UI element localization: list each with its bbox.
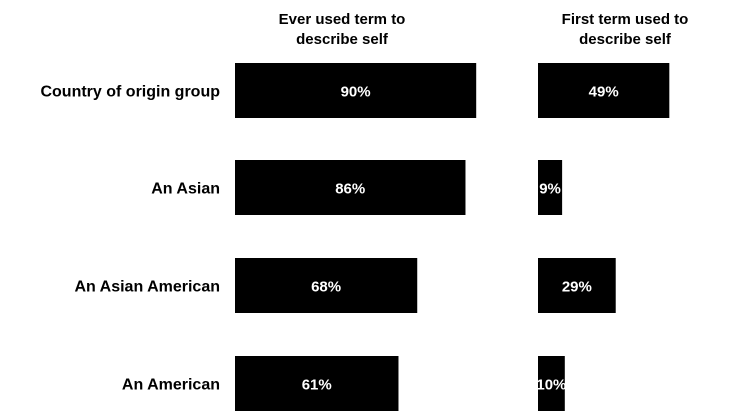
bar-label-ever-used-country-of-origin-group: 90% [341, 84, 371, 101]
bars [235, 63, 670, 411]
bar-ever-used-an-asian [235, 160, 466, 215]
category-label-an-american: An American [122, 377, 220, 394]
bar-ever-used-an-american [235, 356, 399, 411]
category-label-country-of-origin-group: Country of origin group [40, 84, 220, 101]
bar-ever-used-country-of-origin-group [235, 63, 477, 118]
bar-label-first-used-country-of-origin-group: 49% [589, 84, 619, 101]
column-title-first-line-2: describe self [579, 31, 672, 48]
bar-first-used-an-asian [538, 160, 563, 215]
column-title-first-line-1: First term used to [562, 11, 689, 28]
bar-first-used-an-asian-american [538, 258, 616, 313]
column-title-ever-line-2: describe self [296, 31, 389, 48]
bar-label-first-used-an-asian: 9% [539, 181, 561, 198]
category-labels: Country of origin group An Asian An Asian … [40, 84, 220, 394]
category-label-an-asian: An Asian [151, 181, 220, 198]
bar-label-ever-used-an-asian: 86% [335, 181, 365, 198]
bar-first-used-an-american [538, 356, 565, 411]
bar-label-first-used-an-american: 10% [536, 377, 566, 394]
bar-first-used-country-of-origin-group [538, 63, 670, 118]
column-titles: Ever used term to describe self First te… [279, 11, 689, 48]
bar-labels: 90% 86% 68% 61% 49% 9% 29% 10% [302, 84, 619, 394]
bar-ever-used-an-asian-american [235, 258, 418, 313]
column-title-ever-line-1: Ever used term to [279, 11, 406, 28]
category-label-an-asian-american: An Asian American [74, 279, 220, 296]
bar-label-first-used-an-asian-american: 29% [562, 279, 592, 296]
bar-label-ever-used-an-american: 61% [302, 377, 332, 394]
bar-label-ever-used-an-asian-american: 68% [311, 279, 341, 296]
